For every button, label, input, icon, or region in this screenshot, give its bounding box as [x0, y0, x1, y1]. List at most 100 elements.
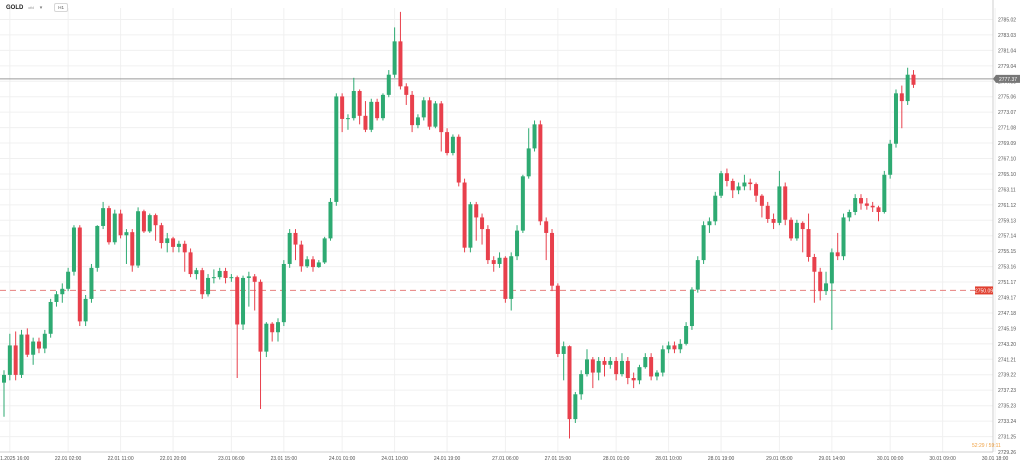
candle-down[interactable] — [672, 345, 677, 350]
candle-down[interactable] — [404, 86, 409, 95]
candle-up[interactable] — [684, 326, 689, 344]
candle-up[interactable] — [654, 372, 659, 377]
candle-down[interactable] — [818, 271, 823, 292]
candle-down[interactable] — [555, 285, 560, 354]
candle-up[interactable] — [905, 74, 910, 102]
candle-up[interactable] — [637, 367, 642, 381]
candle-up[interactable] — [31, 341, 36, 355]
candle-down[interactable] — [141, 211, 146, 232]
candle-up[interactable] — [305, 259, 310, 267]
candle-up[interactable] — [777, 186, 782, 223]
candle-down[interactable] — [258, 281, 263, 352]
candle-up[interactable] — [264, 323, 269, 352]
candle-down[interactable] — [130, 232, 135, 266]
candle-up[interactable] — [229, 277, 234, 279]
candle-up[interactable] — [392, 41, 397, 75]
candle-up[interactable] — [579, 374, 584, 395]
candle-up[interactable] — [526, 148, 531, 177]
candle-up[interactable] — [532, 124, 537, 149]
candle-down[interactable] — [789, 219, 794, 239]
candle-up[interactable] — [345, 118, 350, 120]
candle-down[interactable] — [398, 41, 403, 87]
candle-down[interactable] — [730, 180, 735, 191]
candle-down[interactable] — [724, 173, 729, 181]
candle-up[interactable] — [619, 360, 624, 375]
candle-down[interactable] — [485, 229, 490, 261]
candle-up[interactable] — [147, 215, 152, 232]
candle-down[interactable] — [252, 276, 257, 282]
candle-down[interactable] — [491, 260, 496, 264]
candle-up[interactable] — [888, 143, 893, 175]
candle-up[interactable] — [89, 267, 94, 299]
candle-up[interactable] — [666, 345, 671, 350]
candle-up[interactable] — [853, 198, 858, 213]
candle-down[interactable] — [456, 136, 461, 183]
candle-up[interactable] — [351, 90, 356, 119]
candle-down[interactable] — [631, 378, 636, 381]
candle-up[interactable] — [287, 232, 292, 264]
candle-up[interactable] — [60, 288, 65, 295]
candle-up[interactable] — [2, 374, 6, 383]
candle-down[interactable] — [899, 93, 904, 102]
candle-up[interactable] — [719, 173, 724, 196]
candle-up[interactable] — [707, 221, 712, 226]
candle-down[interactable] — [806, 229, 811, 257]
candle-up[interactable] — [509, 256, 514, 299]
candle-up[interactable] — [829, 252, 834, 284]
candle-up[interactable] — [71, 227, 76, 272]
candle-down[interactable] — [765, 205, 770, 219]
candle-up[interactable] — [643, 357, 648, 368]
candle-up[interactable] — [421, 100, 426, 118]
candle-up[interactable] — [241, 277, 246, 325]
candle-up[interactable] — [573, 394, 578, 420]
candle-up[interactable] — [893, 93, 898, 144]
candle-down[interactable] — [614, 360, 619, 375]
candle-up[interactable] — [369, 101, 374, 130]
candle-up[interactable] — [206, 277, 211, 295]
candle-up[interactable] — [328, 201, 333, 239]
candle-down[interactable] — [439, 103, 444, 133]
candle-up[interactable] — [66, 271, 71, 289]
candle-up[interactable] — [334, 96, 339, 202]
candle-down[interactable] — [911, 74, 916, 85]
candle-up[interactable] — [112, 213, 117, 243]
candle-down[interactable] — [427, 100, 432, 127]
candle-up[interactable] — [660, 349, 665, 373]
chevron-down-icon[interactable]: ▾ — [39, 4, 43, 11]
candle-down[interactable] — [13, 345, 18, 375]
candle-down[interactable] — [375, 101, 380, 119]
candle-up[interactable] — [841, 217, 846, 257]
candle-down[interactable] — [812, 256, 817, 272]
candle-up[interactable] — [515, 230, 520, 257]
candle-down[interactable] — [754, 184, 759, 196]
candle-down[interactable] — [340, 96, 345, 119]
candle-up[interactable] — [678, 343, 683, 350]
candle-down[interactable] — [480, 217, 485, 230]
symbol-label[interactable]: GOLD — [6, 4, 24, 11]
candle-up[interactable] — [561, 346, 566, 354]
candle-down[interactable] — [783, 186, 788, 220]
candle-down[interactable] — [270, 323, 275, 333]
candle-up[interactable] — [276, 322, 281, 333]
candle-down[interactable] — [36, 341, 41, 349]
candle-down[interactable] — [876, 207, 881, 213]
candle-down[interactable] — [503, 257, 508, 299]
candle-down[interactable] — [625, 360, 630, 378]
candle-down[interactable] — [182, 243, 187, 253]
candle-up[interactable] — [497, 257, 502, 264]
candle-up[interactable] — [713, 195, 718, 222]
candle-up[interactable] — [701, 225, 706, 261]
timeframe-selector[interactable]: H1 — [54, 3, 68, 12]
candle-down[interactable] — [188, 252, 193, 275]
candle-down[interactable] — [310, 259, 315, 268]
candle-down[interactable] — [474, 204, 479, 218]
candle-down[interactable] — [748, 182, 753, 185]
candle-down[interactable] — [800, 222, 805, 230]
candle-down[interactable] — [200, 270, 205, 295]
candle-up[interactable] — [794, 222, 799, 239]
candle-down[interactable] — [590, 359, 595, 373]
candle-down[interactable] — [106, 208, 111, 243]
candle-up[interactable] — [83, 298, 88, 322]
candle-down[interactable] — [864, 203, 869, 206]
candle-down[interactable] — [445, 132, 450, 154]
